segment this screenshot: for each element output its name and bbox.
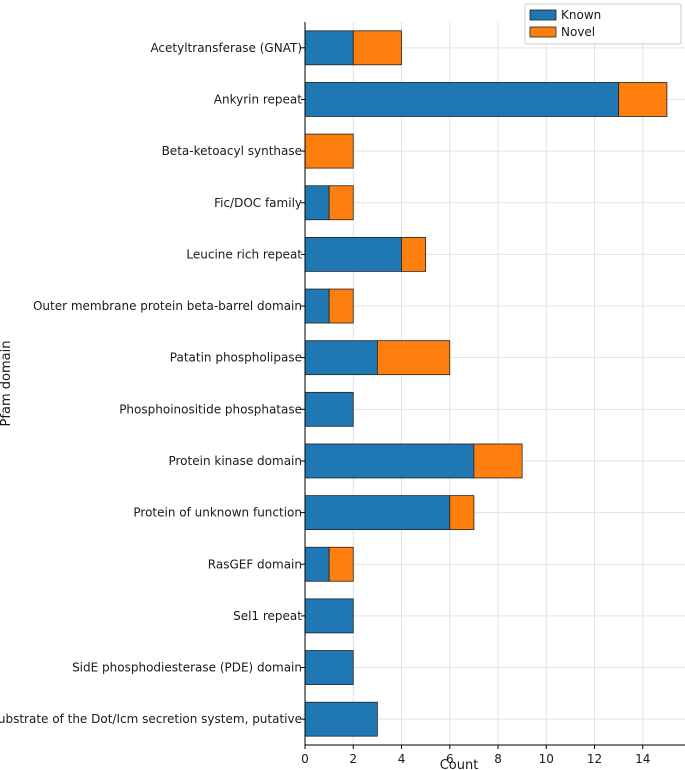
- legend-swatch-known: [529, 9, 557, 21]
- y-tick-label: Fic/DOC family: [214, 196, 302, 210]
- y-tick-label: Ankyrin repeat: [214, 92, 303, 106]
- x-tick-label: 14: [635, 752, 650, 766]
- bar-known: [304, 288, 330, 324]
- bar-known: [304, 701, 378, 737]
- x-tick-label: 0: [301, 752, 309, 766]
- x-tick-label: 6: [446, 752, 454, 766]
- y-tick-label: RasGEF domain: [208, 557, 302, 571]
- bar-known: [304, 391, 354, 427]
- bar-novel: [304, 133, 354, 169]
- y-tick-label: Acetyltransferase (GNAT): [150, 41, 302, 55]
- y-axis-ticks: Acetyltransferase (GNAT) Ankyrin repeat Be…: [0, 41, 305, 726]
- x-tick-label: 2: [349, 752, 357, 766]
- bar-known: [304, 185, 330, 221]
- bar-known: [304, 650, 354, 685]
- legend-label-novel: Novel: [561, 25, 595, 39]
- bar-known: [304, 82, 620, 117]
- bar-known: [304, 443, 475, 479]
- x-tick-label: 12: [587, 752, 602, 766]
- x-tick-label: 10: [539, 752, 554, 766]
- y-tick-label: Substrate of the Dot/Icm secretion syste…: [0, 712, 302, 726]
- grid-lines: [304, 22, 685, 745]
- y-tick-label: Beta-ketoacyl synthase: [162, 144, 302, 158]
- bar-novel: [618, 82, 668, 117]
- legend: Known Novel: [524, 3, 682, 45]
- bar-known: [304, 236, 402, 272]
- x-tick-label: 4: [398, 752, 406, 766]
- y-tick-label: Leucine rich repeat: [186, 247, 302, 261]
- bar-novel: [376, 340, 451, 376]
- axes: [304, 22, 685, 746]
- legend-swatch-novel: [529, 26, 557, 38]
- bars-layer: [304, 30, 668, 737]
- legend-box: [524, 3, 682, 45]
- bar-novel: [328, 546, 354, 582]
- x-axis-ticks: 0 2 4 6 8 10 12 14: [301, 745, 650, 766]
- y-tick-label: Protein of unknown function: [133, 506, 302, 520]
- bar-known: [304, 598, 354, 634]
- legend-label-known: Known: [561, 8, 601, 22]
- bar-novel: [328, 288, 354, 324]
- y-tick-label: Patatin phospholipase: [170, 351, 302, 365]
- x-axis-title: Count: [440, 758, 479, 770]
- bar-novel: [449, 495, 475, 531]
- bar-known: [304, 340, 378, 376]
- x-tick-label: 8: [494, 752, 502, 766]
- bar-known: [304, 30, 354, 66]
- y-tick-label: SidE phosphodiesterase (PDE) domain: [72, 661, 302, 675]
- bar-known: [304, 546, 330, 582]
- bar-novel: [401, 236, 427, 272]
- y-tick-label: Protein kinase domain: [168, 454, 302, 468]
- y-tick-label: Outer membrane protein beta-barrel domai…: [33, 299, 302, 313]
- y-tick-label: Phosphoinositide phosphatase: [119, 402, 302, 416]
- bar-novel: [473, 443, 523, 479]
- bar-known: [304, 495, 451, 531]
- bar-novel: [328, 185, 354, 221]
- y-tick-label: Sel1 repeat: [233, 609, 302, 623]
- y-axis-title: Pfam domain: [0, 341, 14, 427]
- bar-novel: [352, 30, 402, 66]
